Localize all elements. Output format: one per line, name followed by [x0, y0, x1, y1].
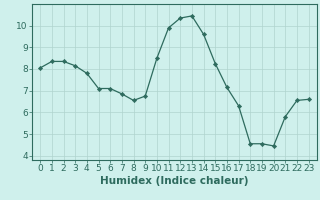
X-axis label: Humidex (Indice chaleur): Humidex (Indice chaleur): [100, 176, 249, 186]
